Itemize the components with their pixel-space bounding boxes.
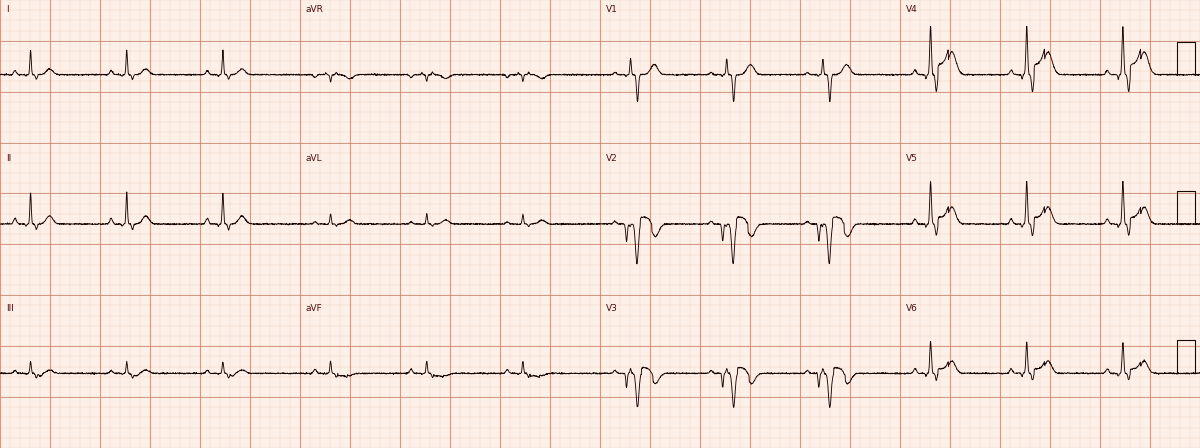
Text: III: III [6, 304, 14, 313]
Text: II: II [6, 154, 11, 164]
Text: I: I [6, 5, 8, 14]
Text: V3: V3 [606, 304, 618, 313]
Text: V4: V4 [906, 5, 918, 14]
Text: V6: V6 [906, 304, 918, 313]
Text: aVL: aVL [306, 154, 323, 164]
Text: V1: V1 [606, 5, 618, 14]
Text: V5: V5 [906, 154, 918, 164]
Text: aVR: aVR [306, 5, 324, 14]
Text: V2: V2 [606, 154, 618, 164]
Text: aVF: aVF [306, 304, 323, 313]
